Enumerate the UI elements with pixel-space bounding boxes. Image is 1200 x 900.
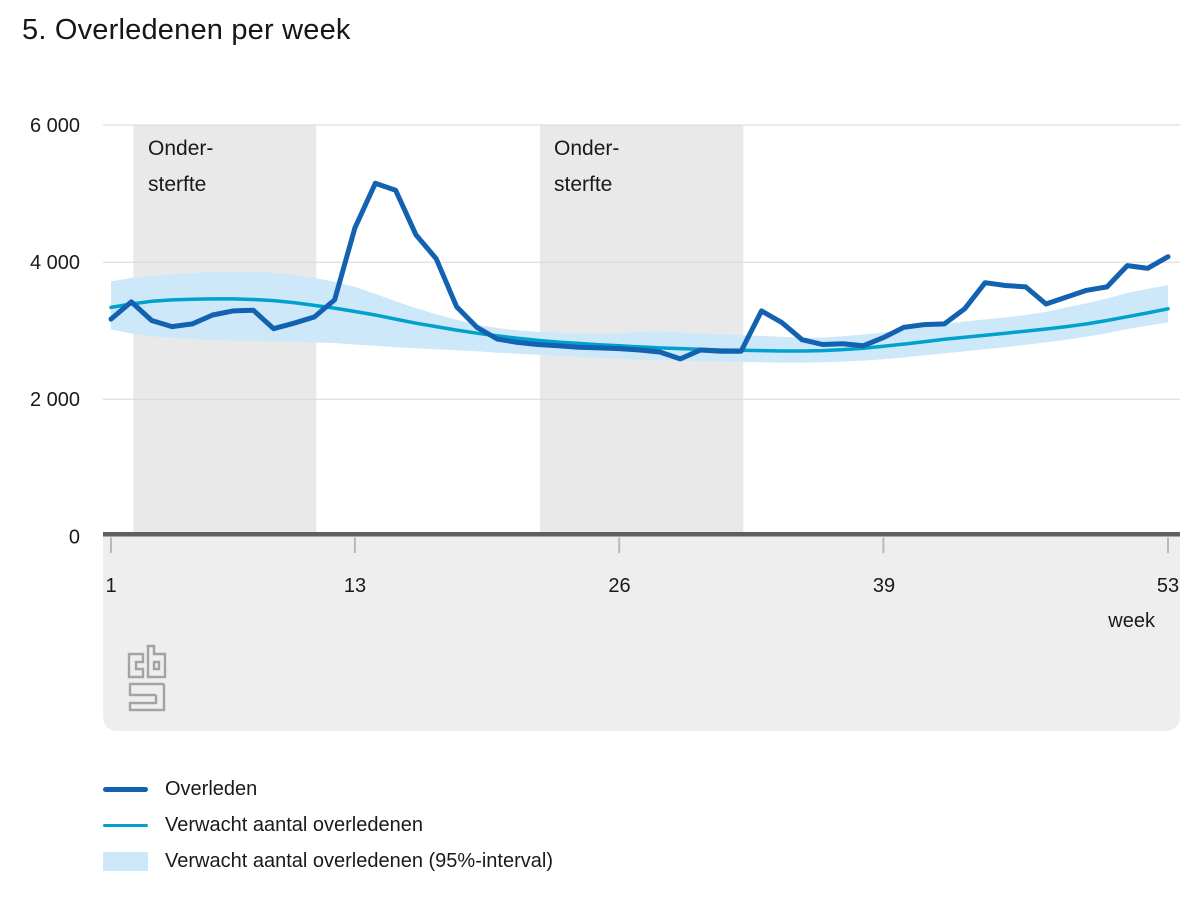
confidence-band <box>111 271 1168 363</box>
shaded-region-ondersterfte <box>539 125 744 536</box>
x-axis-tick-label: 53 <box>1157 575 1179 597</box>
legend-item-verwacht[interactable]: Verwacht aantal overledenen <box>103 815 553 836</box>
series-line-verwacht <box>109 297 1170 353</box>
legend-swatch-interval <box>103 852 148 871</box>
series-lines-layer <box>108 180 1171 362</box>
legend-label-overleden: Overleden <box>165 778 258 800</box>
x-axis-tick-label: 26 <box>608 575 630 597</box>
region-annotation: Onder- <box>148 137 213 160</box>
y-axis-tick-label: 4 000 <box>30 252 80 274</box>
chart-title: 5. Overledenen per week <box>22 14 351 46</box>
series-line-overleden <box>108 180 1171 362</box>
confidence-band-layer <box>111 271 1168 363</box>
chart-footer-panel <box>103 536 1180 731</box>
region-annotation: Onder- <box>554 137 619 160</box>
legend-item-interval[interactable]: Verwacht aantal overledenen (95%-interva… <box>103 851 553 872</box>
x-axis-tick-label: 1 <box>105 575 116 597</box>
legend-swatch-verwacht <box>103 824 148 827</box>
x-axis-line <box>103 532 1180 537</box>
legend: Overleden Verwacht aantal overledenen Ve… <box>103 779 553 872</box>
gridlines-layer <box>103 124 1180 400</box>
x-axis-title: week <box>1107 610 1156 632</box>
y-axis-tick-label: 6 000 <box>30 115 80 137</box>
x-axis-tick-label: 39 <box>873 575 895 597</box>
region-annotation: sterfte <box>554 173 612 196</box>
y-axis-tick-label: 0 <box>69 527 80 549</box>
region-annotation: sterfte <box>148 173 206 196</box>
y-axis-tick-label: 2 000 <box>30 389 80 411</box>
x-axis-tick-label: 13 <box>344 575 366 597</box>
x-axis-ticks-layer <box>110 537 1169 553</box>
legend-label-verwacht: Verwacht aantal overledenen <box>165 814 423 836</box>
legend-item-overleden[interactable]: Overleden <box>103 779 553 800</box>
legend-swatch-overleden <box>103 787 148 792</box>
cbs-logo <box>127 644 167 712</box>
legend-label-interval: Verwacht aantal overledenen (95%-interva… <box>165 850 553 872</box>
chart-svg: 6 000 4 000 2 000 0 1 13 26 39 53 week O… <box>30 115 1180 731</box>
